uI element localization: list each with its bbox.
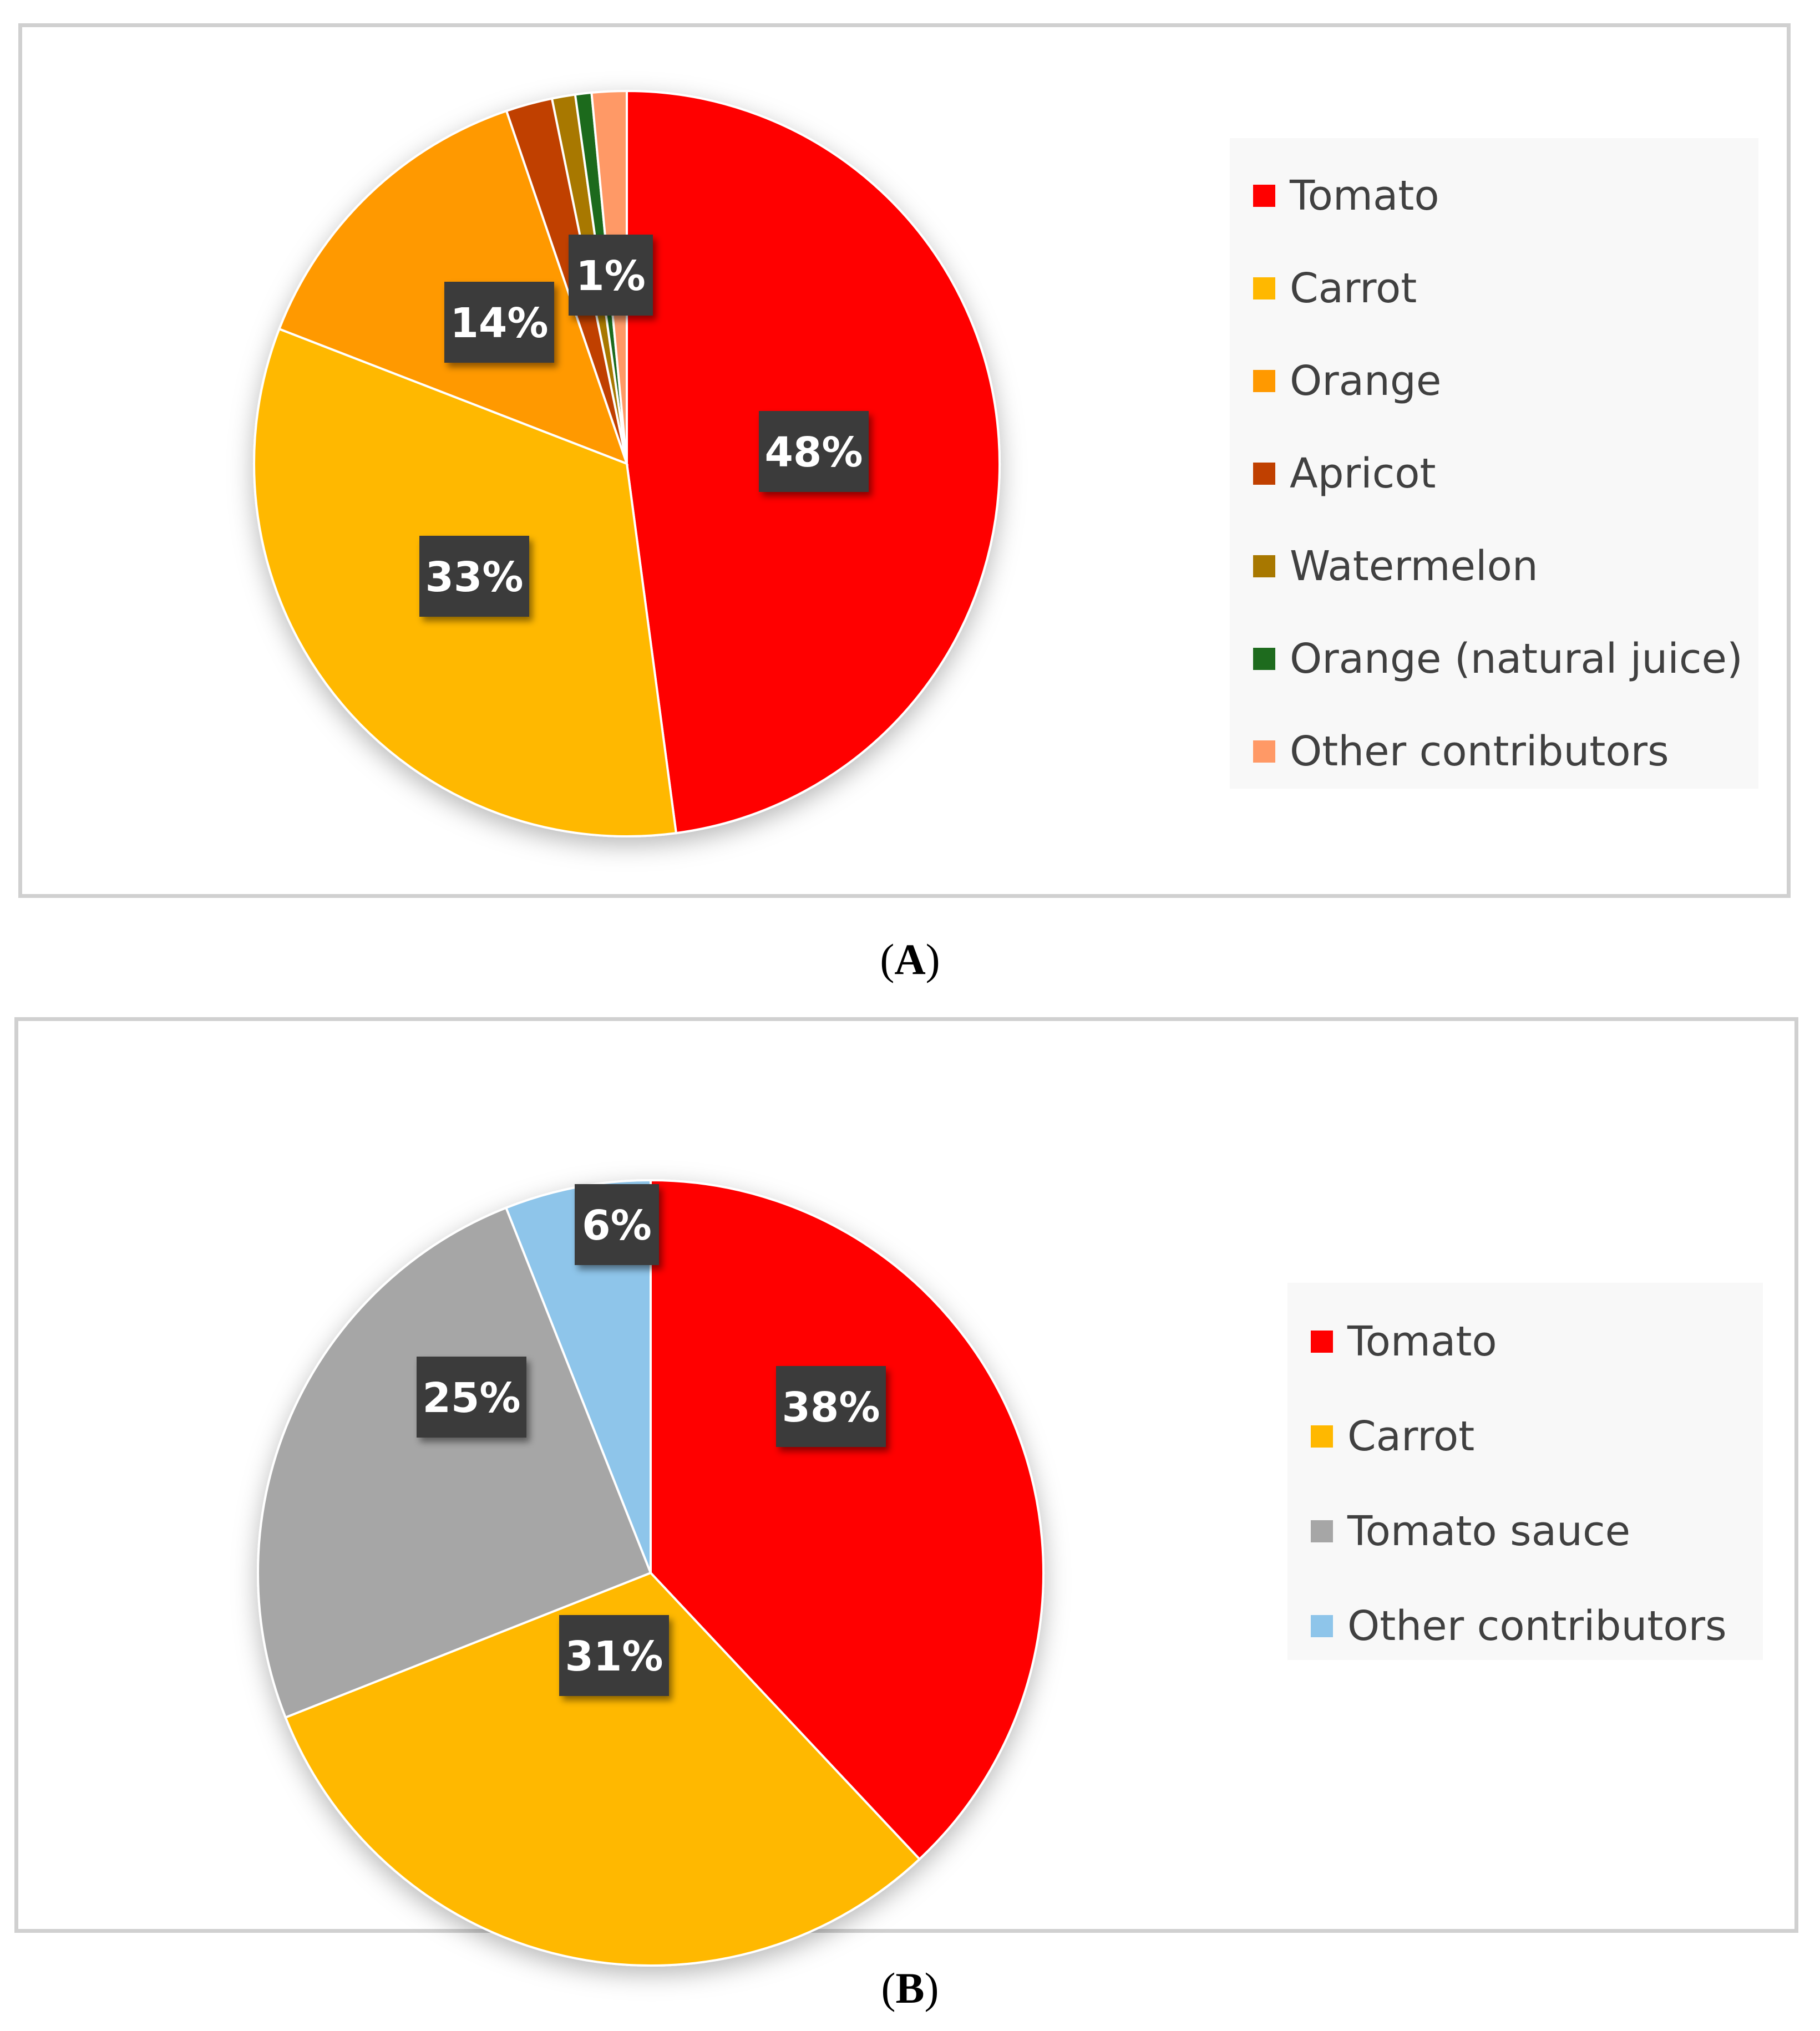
legend-swatch xyxy=(1253,647,1275,670)
legend-label: Other contributors xyxy=(1290,727,1669,775)
data-label-other-contributors: 1% xyxy=(569,235,653,316)
svg-text:38%: 38% xyxy=(782,1384,880,1431)
data-label-other-contributors: 6% xyxy=(575,1184,659,1265)
caption-a: (A) xyxy=(880,935,940,983)
legend-item-orange: Orange xyxy=(1253,334,1735,427)
legend-swatch xyxy=(1311,1614,1333,1637)
slice-tomato xyxy=(650,1179,1045,1861)
chart-panel-a: 48% 33% 14% 1% Tomato Carrot Orange Apricot Wat… xyxy=(18,23,1791,898)
svg-text:25%: 25% xyxy=(422,1374,520,1422)
caption-b: (B) xyxy=(881,1964,939,2012)
legend-swatch xyxy=(1253,277,1275,299)
legend-item-other-contributors: Other contributors xyxy=(1253,705,1735,798)
svg-text:33%: 33% xyxy=(425,554,523,601)
legend-label: Tomato xyxy=(1347,1317,1497,1365)
legend-item-apricot: Apricot xyxy=(1253,427,1735,520)
legend-swatch xyxy=(1311,1330,1333,1353)
legend-swatch xyxy=(1253,555,1275,577)
legend-item-other-contributors: Other contributors xyxy=(1311,1578,1740,1673)
legend-swatch xyxy=(1253,184,1275,207)
data-label-tomato: 48% xyxy=(759,411,869,492)
legend-label: Orange (natural juice) xyxy=(1290,634,1743,683)
legend-label: Apricot xyxy=(1290,449,1436,497)
data-label-orange: 14% xyxy=(444,282,554,363)
legend-label: Orange xyxy=(1290,357,1442,405)
svg-text:48%: 48% xyxy=(764,429,863,476)
svg-text:14%: 14% xyxy=(450,299,548,347)
pie-chart-a: 48% 33% 14% 1% xyxy=(253,89,1001,837)
legend-item-tomato-sauce: Tomato sauce xyxy=(1311,1484,1740,1578)
data-label-carrot: 31% xyxy=(559,1615,669,1696)
legend-swatch xyxy=(1311,1520,1333,1542)
chart-panel-b: 38% 31% 25% 6% Tomato Carrot Tomato sauce Othe… xyxy=(14,1017,1798,1967)
slice-tomato-sauce xyxy=(257,1206,652,1719)
legend-label: Tomato xyxy=(1290,171,1439,220)
pie-chart-b: 38% 31% 25% 6% xyxy=(257,1179,1045,1967)
legend-label: Carrot xyxy=(1290,264,1417,312)
legend-swatch xyxy=(1253,369,1275,392)
data-label-tomato: 38% xyxy=(776,1366,886,1447)
svg-text:1%: 1% xyxy=(576,252,646,300)
legend-label: Tomato sauce xyxy=(1347,1507,1631,1555)
legend-swatch xyxy=(1253,740,1275,763)
legend-label: Carrot xyxy=(1347,1412,1475,1460)
pie-slices xyxy=(253,89,1001,837)
svg-text:31%: 31% xyxy=(565,1633,663,1680)
pie-slices xyxy=(257,1179,1045,1967)
legend-item-orange-natural-juice: Orange (natural juice) xyxy=(1253,612,1743,705)
data-label-tomato-sauce: 25% xyxy=(417,1357,526,1438)
legend-item-tomato: Tomato xyxy=(1253,149,1735,242)
legend-swatch xyxy=(1253,462,1275,485)
legend-label: Other contributors xyxy=(1347,1602,1727,1650)
legend-item-tomato: Tomato xyxy=(1311,1294,1740,1389)
data-label-carrot: 33% xyxy=(419,536,529,617)
legend-item-carrot: Carrot xyxy=(1253,242,1735,334)
legend-item-watermelon: Watermelon xyxy=(1253,520,1735,612)
legend-label: Watermelon xyxy=(1290,542,1538,590)
legend-a: Tomato Carrot Orange Apricot Watermelon Orang… xyxy=(1230,138,1758,789)
legend-b: Tomato Carrot Tomato sauce Other contributo… xyxy=(1287,1283,1763,1660)
legend-item-carrot: Carrot xyxy=(1311,1389,1740,1484)
legend-swatch xyxy=(1311,1425,1333,1448)
slice-carrot xyxy=(284,1571,921,1967)
svg-text:6%: 6% xyxy=(582,1202,652,1250)
